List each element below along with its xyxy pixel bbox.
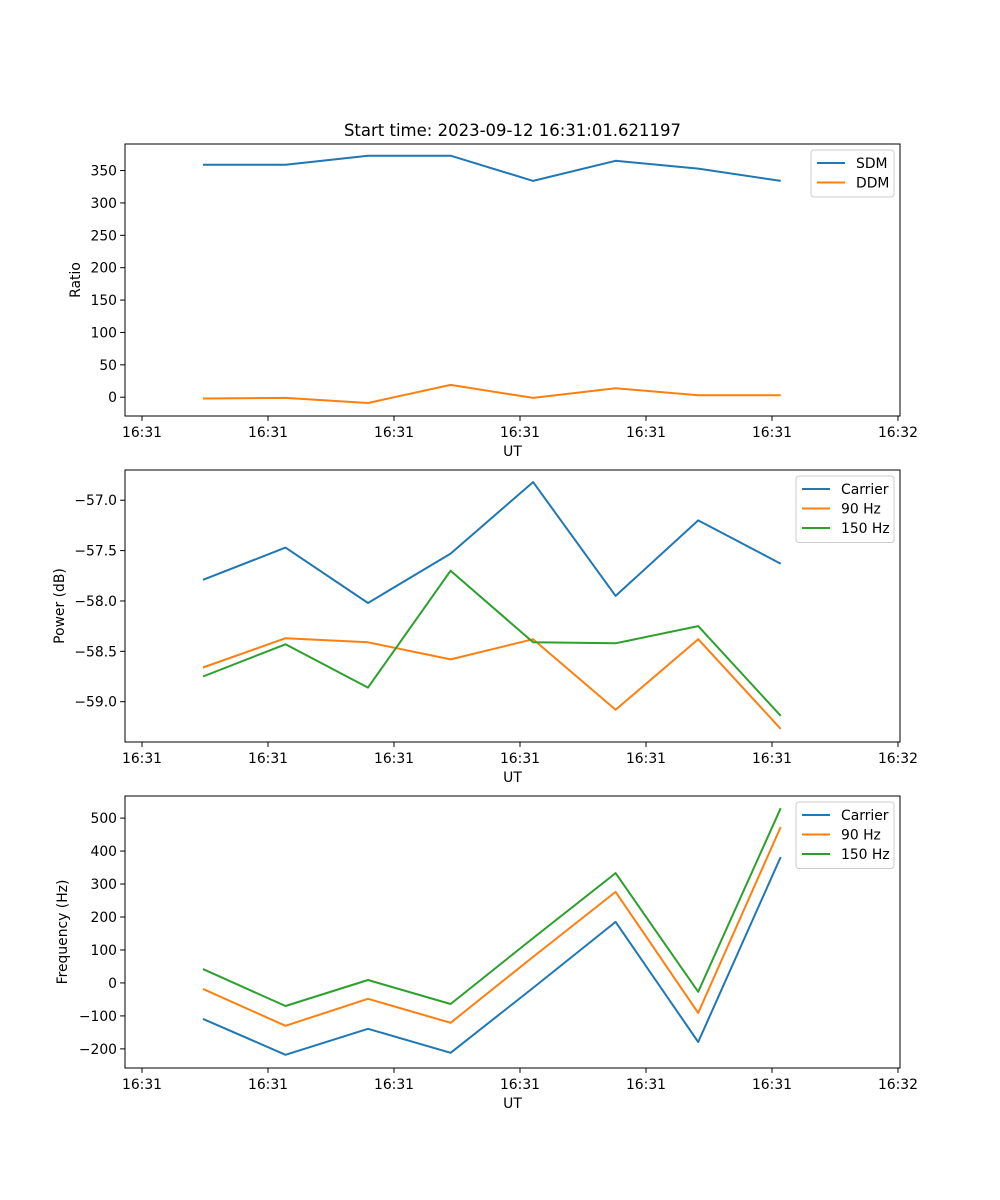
x-tick-label: 16:31 [248, 1077, 288, 1093]
x-tick-label: 16:31 [626, 1077, 666, 1093]
y-tick-label: 100 [90, 325, 117, 341]
subplot-3: 16:31 16:31 16:31 16:31 16:31 16:31 16:32 500 40… [55, 795, 918, 1112]
y-tick-label: −200 [79, 1042, 117, 1058]
x-tick-label: 16:32 [878, 1077, 918, 1093]
legend-label: DDM [856, 176, 889, 192]
legend-box [795, 475, 895, 543]
y-tick-label: −58.0 [74, 594, 117, 610]
series-line-sdm [203, 154, 781, 182]
x-tick-label: 16:31 [500, 1077, 540, 1093]
legend-label: Carrier [841, 482, 889, 498]
x-axis-label: UT [503, 1096, 522, 1112]
subplot-1: 16:31 16:31 16:31 16:31 16:31 16:31 16:32 0 50 10… [68, 143, 918, 460]
y-tick-label: 500 [90, 811, 117, 827]
y-tick-label: −59.0 [74, 695, 117, 711]
legend-label: 90 Hz [841, 828, 881, 844]
subplot-2: 16:31 16:31 16:31 16:31 16:31 16:31 16:32 −57.0… [52, 469, 918, 786]
x-tick-label: 16:32 [878, 425, 918, 441]
series-line-carrier [202, 856, 782, 1056]
x-tick-label: 16:32 [878, 751, 918, 767]
legend-label: 150 Hz [841, 847, 890, 863]
y-tick-label: 300 [90, 877, 117, 893]
y-tick-label: 200 [90, 910, 117, 926]
y-tick-label: 50 [99, 358, 117, 374]
y-tick-label: −58.5 [74, 644, 117, 660]
x-tick-label: 16:31 [374, 425, 414, 441]
x-tick-label: 16:31 [752, 425, 792, 441]
x-tick-label: 16:31 [248, 425, 288, 441]
x-tick-label: 16:31 [122, 425, 162, 441]
axes-frame [124, 143, 901, 417]
series-line-90-hz [202, 826, 782, 1027]
series-line-150-hz [202, 807, 782, 1007]
y-tick-label: 0 [108, 390, 117, 406]
x-tick-label: 16:31 [626, 751, 666, 767]
x-axis-label: UT [503, 444, 522, 460]
y-tick-label: 0 [108, 976, 117, 992]
y-tick-label: −57.0 [74, 493, 117, 509]
legend-label: SDM [856, 156, 888, 172]
y-tick-label: 150 [90, 293, 117, 309]
x-tick-label: 16:31 [374, 751, 414, 767]
legend: Carrier 90 Hz 150 Hz [795, 801, 895, 869]
legend-label: Carrier [841, 808, 889, 824]
y-axis-label: Ratio [68, 262, 84, 298]
legend: Carrier 90 Hz 150 Hz [795, 475, 895, 543]
x-tick-label: 16:31 [752, 1077, 792, 1093]
y-tick-label: 200 [90, 261, 117, 277]
legend-box [795, 801, 895, 869]
y-tick-label: 250 [90, 228, 117, 244]
series-line-carrier [202, 481, 782, 604]
figure-title: Start time: 2023-09-12 16:31:01.621197 [344, 121, 681, 140]
axes-frame [124, 469, 901, 743]
series-line-90-hz [202, 637, 782, 730]
y-tick-label: −57.5 [74, 544, 117, 560]
y-tick-label: 100 [90, 943, 117, 959]
x-tick-label: 16:31 [752, 751, 792, 767]
y-axis-label: Frequency (Hz) [55, 880, 71, 985]
legend: SDM DDM [810, 149, 895, 198]
legend-label: 150 Hz [841, 521, 890, 537]
x-axis-label: UT [503, 770, 522, 786]
x-tick-label: 16:31 [500, 425, 540, 441]
series-line-150-hz [202, 569, 782, 717]
y-tick-label: −100 [79, 1009, 117, 1025]
y-axis-label: Power (dB) [52, 568, 68, 644]
legend-label: 90 Hz [841, 502, 881, 518]
y-tick-label: 400 [90, 844, 117, 860]
series-line-ddm [202, 383, 781, 404]
x-tick-label: 16:31 [122, 751, 162, 767]
legend-box [810, 149, 895, 198]
y-tick-label: 350 [90, 164, 117, 180]
y-tick-label: 300 [90, 196, 117, 212]
x-tick-label: 16:31 [500, 751, 540, 767]
x-tick-label: 16:31 [248, 751, 288, 767]
x-tick-label: 16:31 [626, 425, 666, 441]
x-tick-label: 16:31 [122, 1077, 162, 1093]
axes-frame [124, 795, 901, 1069]
x-tick-label: 16:31 [374, 1077, 414, 1093]
